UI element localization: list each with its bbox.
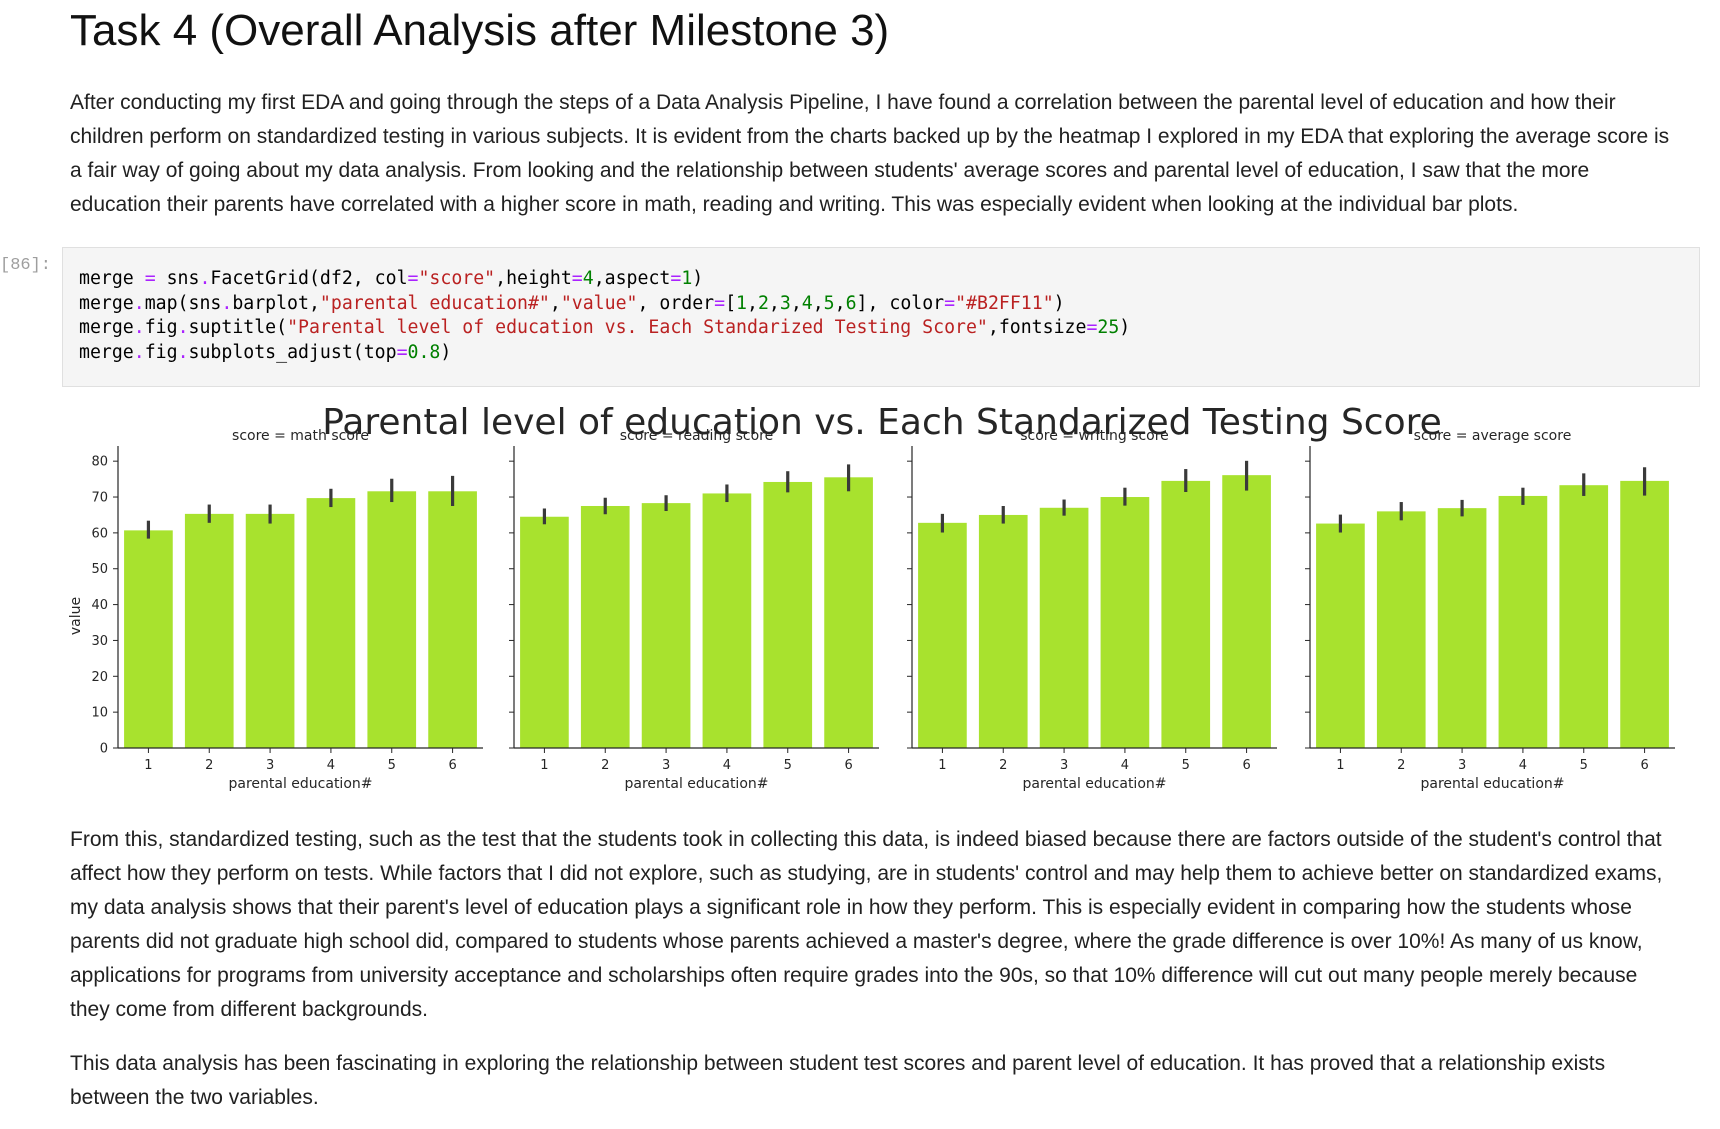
bar [918, 522, 967, 748]
x-tick-label: 5 [784, 758, 792, 773]
bar [1100, 497, 1150, 748]
x-tick-label: 4 [1519, 758, 1527, 773]
bar [306, 498, 356, 748]
x-tick-label: 2 [601, 758, 609, 773]
cell-prompt: [86]: [0, 256, 52, 275]
bar [520, 516, 569, 748]
x-axis-label: parental education# [1022, 776, 1166, 792]
x-tick-label: 6 [844, 758, 852, 773]
bar [1437, 508, 1487, 748]
bar [124, 530, 173, 748]
code-line: merge.map(sns.barplot,"parental educatio… [79, 292, 1065, 314]
bar [641, 503, 691, 748]
bar [1316, 523, 1365, 748]
x-tick-label: 3 [1060, 758, 1068, 773]
y-tick-label: 30 [91, 634, 108, 649]
facet-title: score = math score [232, 428, 369, 444]
facet-title: score = reading score [620, 428, 774, 444]
x-axis-label: parental education# [1420, 776, 1564, 792]
x-tick-label: 5 [388, 758, 396, 773]
y-tick-label: 70 [91, 491, 108, 506]
code-line: merge.fig.subplots_adjust(top=0.8) [79, 341, 452, 363]
x-axis-label: parental education# [624, 776, 768, 792]
bar [702, 493, 752, 748]
bar [1161, 480, 1211, 748]
x-tick-label: 4 [723, 758, 731, 773]
facet-bar-chart: Parental level of education vs. Each Sta… [68, 402, 1675, 792]
x-tick-label: 6 [448, 758, 456, 773]
bar [1559, 485, 1609, 748]
facet-title: score = writing score [1020, 428, 1169, 444]
chart-title: Parental level of education vs. Each Sta… [322, 402, 1442, 443]
code-cell[interactable]: merge = sns.FacetGrid(df2, col="score",h… [62, 247, 1700, 387]
x-tick-label: 2 [1397, 758, 1405, 773]
x-tick-label: 5 [1580, 758, 1588, 773]
bar [184, 513, 234, 748]
conclusion-paragraph: From this, standardized testing, such as… [70, 828, 1663, 1021]
x-axis-label: parental education# [228, 776, 372, 792]
bar [1620, 480, 1669, 748]
x-tick-label: 1 [540, 758, 548, 773]
x-tick-label: 3 [1458, 758, 1466, 773]
y-tick-label: 50 [91, 562, 108, 577]
closing-paragraph: This data analysis has been fascinating … [70, 1052, 1606, 1109]
facet-title: score = average score [1414, 428, 1572, 444]
y-tick-label: 20 [91, 670, 108, 685]
x-tick-label: 1 [144, 758, 152, 773]
y-tick-label: 40 [91, 598, 108, 613]
bar [1222, 475, 1271, 748]
bar [580, 505, 630, 748]
y-tick-label: 80 [91, 455, 108, 470]
x-tick-label: 3 [662, 758, 670, 773]
bar [1039, 507, 1089, 748]
y-tick-label: 60 [91, 526, 108, 541]
x-tick-label: 6 [1242, 758, 1250, 773]
bar [367, 491, 417, 748]
x-tick-label: 2 [999, 758, 1007, 773]
bar [1498, 495, 1548, 748]
x-tick-label: 6 [1640, 758, 1648, 773]
y-axis-label: value [68, 597, 84, 635]
x-tick-label: 1 [938, 758, 946, 773]
x-tick-label: 4 [327, 758, 335, 773]
y-tick-label: 0 [100, 742, 108, 757]
x-tick-label: 5 [1182, 758, 1190, 773]
x-tick-label: 1 [1336, 758, 1344, 773]
x-tick-label: 2 [205, 758, 213, 773]
bar [1376, 511, 1426, 748]
bar [824, 477, 873, 748]
page-heading: Task 4 (Overall Analysis after Milestone… [70, 6, 890, 55]
code-line: merge.fig.suptitle("Parental level of ed… [79, 317, 1131, 338]
intro-paragraph: After conducting my first EDA and going … [70, 91, 1670, 216]
bar [245, 513, 295, 748]
x-tick-label: 4 [1121, 758, 1129, 773]
bar [763, 481, 813, 748]
code-line: merge = sns.FacetGrid(df2, col="score",h… [79, 268, 704, 289]
bar [428, 491, 477, 748]
bar [978, 514, 1028, 748]
y-tick-label: 10 [91, 706, 108, 721]
code-block[interactable]: merge = sns.FacetGrid(df2, col="score",h… [79, 267, 1130, 365]
x-tick-label: 3 [266, 758, 274, 773]
